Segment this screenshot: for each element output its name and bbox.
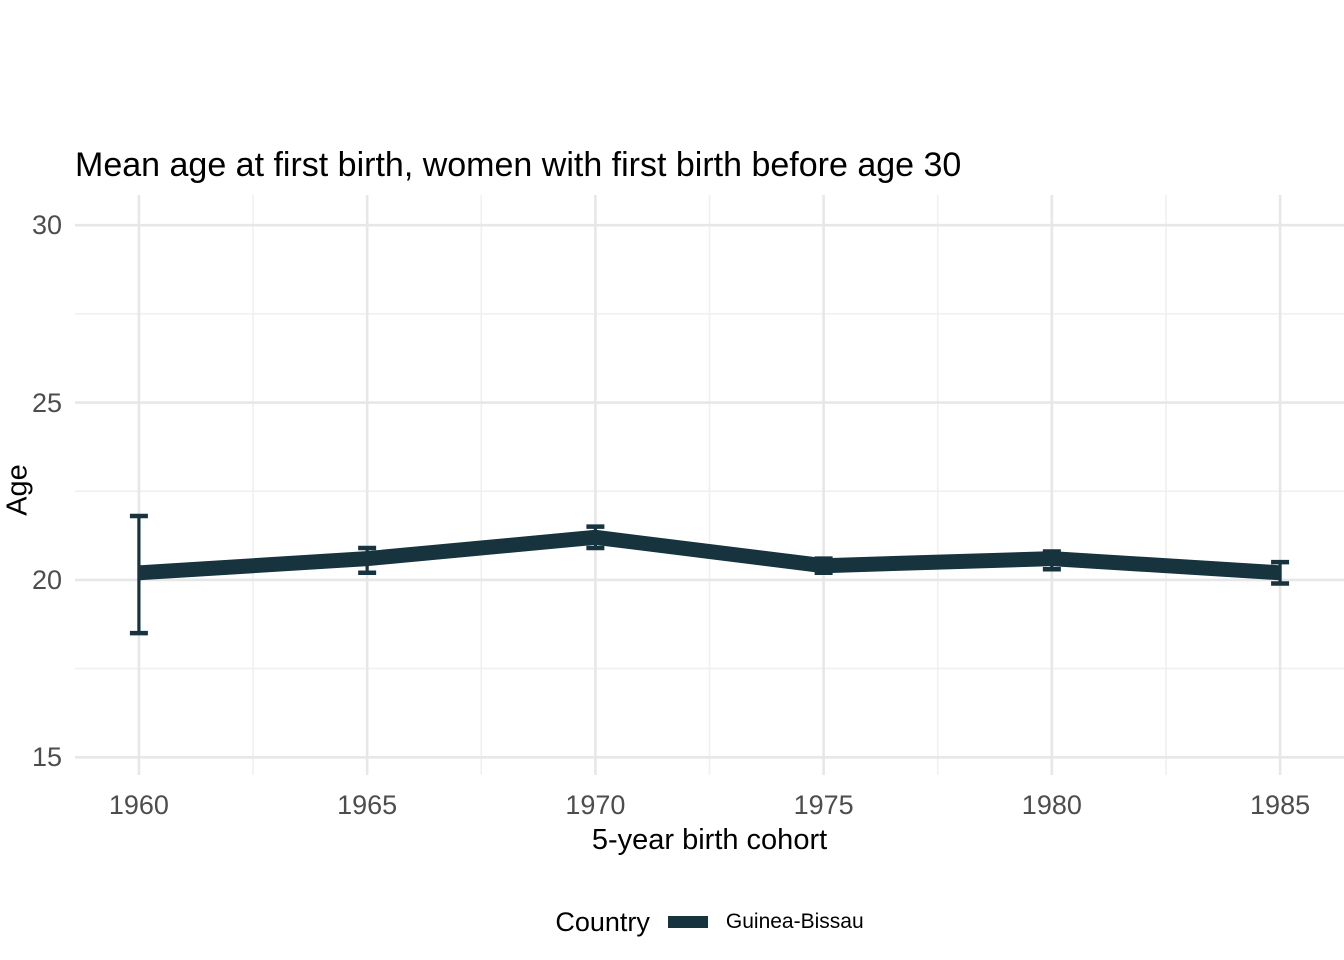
x-tick-label: 1970 [565, 790, 626, 820]
x-tick-label: 1975 [793, 790, 854, 820]
legend-item-label: Guinea-Bissau [725, 910, 864, 933]
x-tick-label: 1965 [337, 790, 398, 820]
y-tick-label: 25 [31, 387, 62, 418]
y-tick-label: 30 [31, 210, 62, 241]
x-tick-label: 1960 [108, 790, 169, 820]
y-axis-title: Age [1, 464, 34, 516]
y-tick-label: 20 [31, 564, 62, 595]
plot-area [75, 195, 1344, 775]
legend-title: Country [555, 906, 650, 937]
legend-swatch-guinea-bissau [667, 916, 708, 928]
x-tick-label: 1985 [1250, 790, 1311, 820]
y-tick-label: 15 [31, 742, 62, 773]
legend: Country Guinea-Bissau [75, 903, 1344, 941]
x-tick-label: 1980 [1021, 790, 1082, 820]
x-axis-title: 5-year birth cohort [591, 824, 828, 856]
chart-title: Mean age at first birth, women with firs… [75, 146, 962, 184]
